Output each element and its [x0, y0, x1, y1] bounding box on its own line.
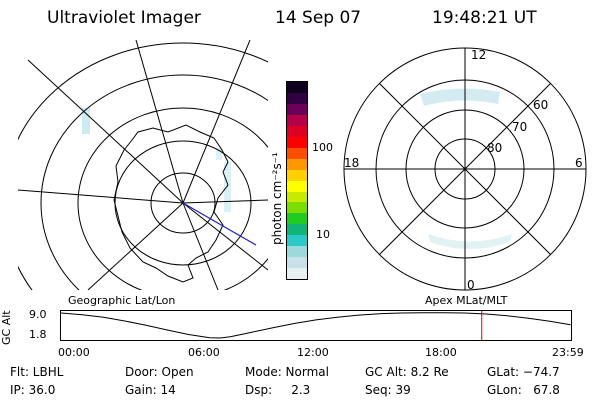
colorbar-swatch: [287, 202, 307, 214]
seq-label: Seq: 39: [365, 383, 411, 397]
colorbar-swatch: [287, 82, 307, 94]
gc-alt-label: GC Alt: 8.2 Re: [365, 365, 449, 379]
colorbar-tick-100: 100: [312, 141, 333, 154]
colorbar-swatch: [287, 158, 307, 170]
colorbar: [286, 81, 308, 280]
colorbar-swatch: [287, 136, 307, 148]
magnetic-polar-grid: 12 0 18 6 60 70 80: [343, 47, 587, 292]
colorbar-swatch: [287, 125, 307, 137]
date-label: 14 Sep 07: [275, 8, 362, 28]
orbit-xtick-1800: 18:00: [425, 346, 457, 359]
sun-direction-line: [182, 202, 257, 246]
magnetic-caption: Apex MLat/MLT: [425, 294, 508, 307]
colorbar-tick-10: 10: [316, 228, 330, 241]
colorbar-swatch: [287, 147, 307, 159]
dsp-label: Dsp: 2.3: [245, 383, 311, 397]
mlt-label-6: 6: [575, 156, 583, 170]
orbit-xtick-1200: 12:00: [297, 346, 329, 359]
time-label: 19:48:21 UT: [432, 8, 537, 28]
geographic-map: [18, 40, 268, 290]
ip-label: IP: 36.0: [10, 383, 56, 397]
orbit-ytick-low: 1.8: [29, 328, 47, 341]
colorbar-unit-label: photon cm⁻²s⁻¹: [270, 152, 284, 245]
colorbar-swatch: [287, 246, 307, 258]
lat-label-60: 60: [533, 98, 548, 112]
gain-label: Gain: 14: [125, 383, 176, 397]
orbit-xtick-0000: 00:00: [58, 346, 90, 359]
mlt-label-0: 0: [467, 278, 475, 292]
orbit-ylabel: GC Alt: [0, 310, 13, 345]
colorbar-swatch: [287, 235, 307, 247]
glat-label: GLat: −74.7: [487, 365, 560, 379]
colorbar-swatch: [287, 104, 307, 115]
lat-label-80: 80: [487, 141, 502, 155]
orbit-altitude-plot: [60, 310, 572, 341]
coastline: [113, 124, 229, 283]
mlt-label-12: 12: [471, 48, 486, 62]
filter-label: Flt: LBHL: [10, 365, 64, 379]
door-label: Door: Open: [125, 365, 194, 379]
colorbar-swatch: [287, 93, 307, 104]
orbit-xtick-2359: 23:59: [552, 346, 584, 359]
orbit-xtick-0600: 06:00: [188, 346, 220, 359]
colorbar-swatch: [287, 257, 307, 269]
colorbar-swatch: [287, 114, 307, 126]
colorbar-swatch: [287, 169, 307, 181]
colorbar-swatch: [287, 180, 307, 192]
colorbar-swatch: [287, 191, 307, 203]
instrument-title: Ultraviolet Imager: [47, 8, 201, 28]
aurora-emission-right: [420, 88, 512, 249]
aurora-emission-left: [82, 108, 231, 212]
colorbar-swatch: [287, 224, 307, 236]
mlt-label-18: 18: [344, 156, 359, 170]
glon-label: GLon: 67.8: [487, 383, 560, 397]
geographic-caption: Geographic Lat/Lon: [68, 294, 176, 307]
mode-label: Mode: Normal: [245, 365, 329, 379]
colorbar-swatch: [287, 213, 307, 225]
orbit-ytick-high: 9.0: [29, 308, 47, 321]
orbit-altitude-curve: [60, 312, 571, 339]
colorbar-swatch: [287, 268, 307, 279]
lat-label-70: 70: [512, 120, 527, 134]
